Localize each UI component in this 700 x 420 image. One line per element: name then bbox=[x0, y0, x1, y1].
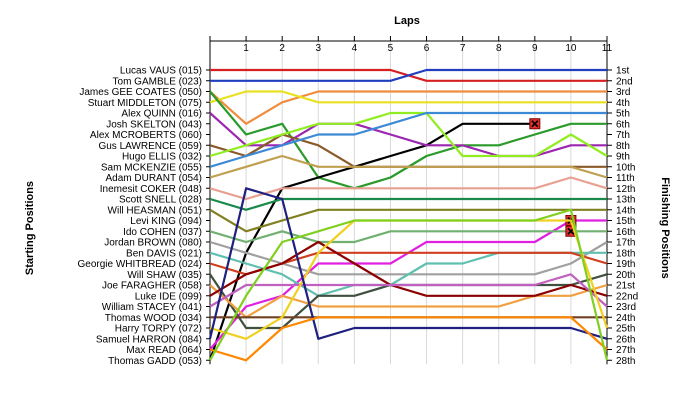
series-line bbox=[209, 230, 607, 244]
driver-name-label: Levi KING (094) bbox=[130, 216, 202, 227]
series-line bbox=[208, 122, 535, 361]
finish-position-label: 10th bbox=[616, 162, 635, 173]
driver-name-label: Joe FARAGHER (058) bbox=[102, 281, 202, 292]
lap-tick-label: 5 bbox=[388, 43, 394, 54]
driver-name-label: Adam DURANT (054) bbox=[105, 173, 202, 184]
series-line bbox=[209, 154, 608, 179]
driver-name-label: Samuel HARRON (084) bbox=[96, 334, 202, 345]
lap-tick-label: 3 bbox=[315, 43, 321, 54]
finish-position-label: 28th bbox=[616, 356, 635, 367]
lap-tick-label: 4 bbox=[352, 43, 358, 54]
finish-position-label: 18th bbox=[616, 248, 635, 259]
driver-name-label: Will HEASMAN (051) bbox=[108, 205, 202, 216]
y-axis-title-right: Finishing Positions bbox=[659, 177, 671, 278]
labels: 1 2 3 4 5 6 7 8 9 10 11 1st2nd3rd4th5th6th7th8th9th… bbox=[78, 43, 639, 367]
series-line bbox=[209, 219, 609, 340]
finish-position-label: 25th bbox=[616, 324, 635, 335]
finish-position-label: 19th bbox=[616, 259, 635, 270]
finish-position-label: 27th bbox=[616, 345, 635, 356]
lap-tick-label: 11 bbox=[602, 43, 613, 54]
finish-position-label: 14th bbox=[616, 205, 635, 216]
series-line bbox=[209, 208, 609, 361]
driver-name-label: Josh SKELTON (043) bbox=[106, 119, 202, 130]
finish-position-label: 22nd bbox=[616, 291, 638, 302]
finish-position-label: 1st bbox=[616, 66, 630, 77]
driver-name-label: Georgie WHITBREAD (024) bbox=[78, 259, 202, 270]
series-lines bbox=[208, 68, 609, 362]
finish-position-label: 12th bbox=[616, 184, 635, 195]
driver-name-label: Stuart MIDDLETON (075) bbox=[88, 98, 202, 109]
driver-name-label: Max READ (064) bbox=[126, 345, 202, 356]
finish-position-label: 9th bbox=[616, 152, 630, 163]
grid bbox=[206, 36, 612, 365]
finish-position-label: 4th bbox=[616, 98, 630, 109]
series-line bbox=[209, 273, 608, 308]
lap-tick-label: 9 bbox=[532, 43, 538, 54]
finish-position-label: 20th bbox=[616, 270, 635, 281]
driver-name-label: Inemesit COKER (048) bbox=[100, 184, 202, 195]
series-line bbox=[210, 68, 607, 82]
series-line bbox=[209, 176, 608, 201]
lap-tick-label: 6 bbox=[424, 43, 430, 54]
finish-position-label: 17th bbox=[616, 238, 635, 249]
x-axis-title: Laps bbox=[394, 15, 420, 27]
lap-tick-label: 7 bbox=[460, 43, 466, 54]
series-line bbox=[209, 197, 607, 211]
series-line bbox=[208, 187, 608, 340]
driver-name-label: Gus LAWRENCE (059) bbox=[98, 141, 202, 152]
driver-name-label: Alex QUINN (016) bbox=[121, 109, 202, 120]
series-line bbox=[209, 111, 607, 168]
finish-position-label: 24th bbox=[616, 313, 635, 324]
driver-name-label: Alex MCROBERTS (060) bbox=[90, 130, 202, 141]
finish-position-label: 16th bbox=[616, 227, 635, 238]
retired-marker bbox=[529, 118, 541, 130]
finish-position-label: 2nd bbox=[616, 76, 633, 87]
finish-position-label: 21st bbox=[616, 281, 635, 292]
series-line bbox=[209, 111, 608, 158]
driver-name-label: Scott SNELL (028) bbox=[119, 195, 202, 206]
driver-name-label: Ben DAVIS (021) bbox=[126, 248, 202, 259]
series-line bbox=[209, 208, 607, 233]
y-axis-title-left: Starting Positions bbox=[24, 181, 36, 275]
finish-position-label: 13th bbox=[616, 195, 635, 206]
driver-name-label: Luke IDE (099) bbox=[135, 291, 202, 302]
finish-position-label: 7th bbox=[616, 130, 630, 141]
driver-name-label: Thomas WOOD (034) bbox=[105, 313, 202, 324]
lap-tick-label: 1 bbox=[243, 43, 249, 54]
driver-name-label: Tom GAMBLE (023) bbox=[113, 76, 202, 87]
driver-name-label: Jordan BROWN (080) bbox=[104, 238, 202, 249]
driver-name-label: James GEE COATES (050) bbox=[79, 87, 202, 98]
finish-position-label: 6th bbox=[616, 119, 630, 130]
finish-position-label: 8th bbox=[616, 141, 630, 152]
driver-name-label: Harry TORPY (072) bbox=[115, 324, 202, 335]
finish-position-label: 11th bbox=[616, 173, 635, 184]
series-line bbox=[209, 112, 607, 158]
finish-position-label: 15th bbox=[616, 216, 635, 227]
lap-tick-label: 2 bbox=[279, 43, 285, 54]
driver-name-label: Sam MCKENZIE (055) bbox=[101, 162, 202, 173]
driver-name-label: Thomas GADD (053) bbox=[108, 356, 202, 367]
series-line bbox=[209, 283, 608, 319]
series-line bbox=[209, 316, 608, 362]
series-line bbox=[209, 90, 607, 125]
driver-name-label: Lucas VAUS (015) bbox=[120, 66, 202, 77]
finish-position-label: 3rd bbox=[616, 87, 630, 98]
finish-position-label: 23rd bbox=[616, 302, 636, 313]
lap-tick-label: 8 bbox=[496, 43, 502, 54]
driver-name-label: Hugo ELLIS (032) bbox=[122, 152, 202, 163]
series-line bbox=[209, 240, 608, 297]
lap-tick-label: 10 bbox=[565, 43, 577, 54]
driver-name-label: William STACEY (041) bbox=[102, 302, 202, 313]
driver-name-label: Will SHAW (035) bbox=[127, 270, 202, 281]
finish-position-label: 5th bbox=[616, 109, 630, 120]
series-line bbox=[209, 90, 607, 104]
driver-name-label: Ido COHEN (037) bbox=[123, 227, 202, 238]
finish-position-label: 26th bbox=[616, 334, 635, 345]
